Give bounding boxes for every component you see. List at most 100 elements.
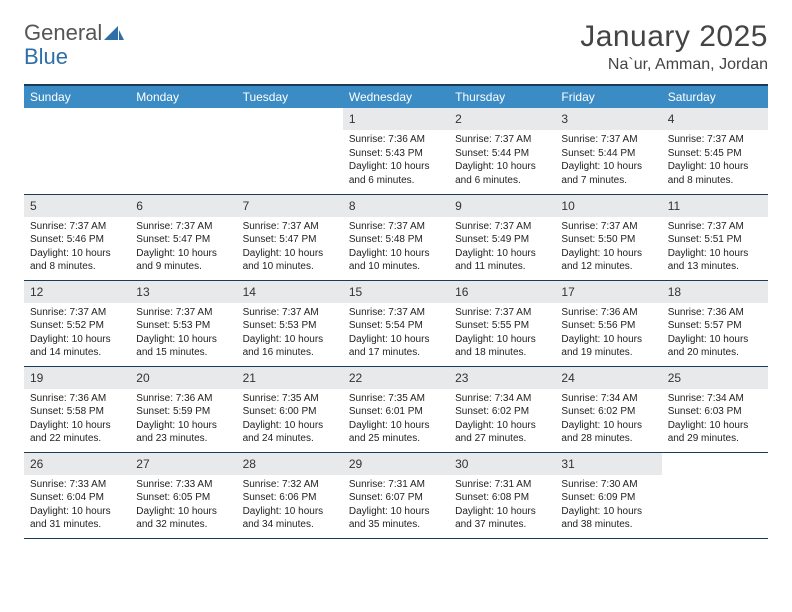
day-number: 23 [449, 367, 555, 389]
sunrise-line: Sunrise: 7:36 AM [136, 393, 212, 404]
daylight-line: Daylight: 10 hours and 18 minutes. [455, 334, 536, 359]
daylight-line: Daylight: 10 hours and 35 minutes. [349, 506, 430, 531]
daylight-line: Daylight: 10 hours and 10 minutes. [243, 248, 324, 273]
day-number: 3 [555, 108, 661, 130]
day-number: 28 [237, 453, 343, 475]
logo-sail-icon [104, 24, 124, 42]
calendar-cell: 27Sunrise: 7:33 AMSunset: 6:05 PMDayligh… [130, 452, 236, 538]
sunset-line: Sunset: 5:43 PM [349, 148, 423, 159]
logo-text-b: Blue [24, 44, 68, 70]
day-number: 7 [237, 195, 343, 217]
sunset-line: Sunset: 5:59 PM [136, 406, 210, 417]
daylight-line: Daylight: 10 hours and 31 minutes. [30, 506, 111, 531]
sunrise-line: Sunrise: 7:32 AM [243, 479, 319, 490]
calendar-cell: 10Sunrise: 7:37 AMSunset: 5:50 PMDayligh… [555, 194, 661, 280]
weekday-header: Saturday [662, 85, 768, 108]
sunset-line: Sunset: 6:06 PM [243, 492, 317, 503]
calendar-cell: 15Sunrise: 7:37 AMSunset: 5:54 PMDayligh… [343, 280, 449, 366]
calendar-cell: 31Sunrise: 7:30 AMSunset: 6:09 PMDayligh… [555, 452, 661, 538]
day-number: 29 [343, 453, 449, 475]
daylight-line: Daylight: 10 hours and 37 minutes. [455, 506, 536, 531]
daylight-line: Daylight: 10 hours and 11 minutes. [455, 248, 536, 273]
calendar-cell: 25Sunrise: 7:34 AMSunset: 6:03 PMDayligh… [662, 366, 768, 452]
calendar-cell [237, 108, 343, 194]
logo-text-a: General [24, 20, 102, 46]
day-body: Sunrise: 7:37 AMSunset: 5:47 PMDaylight:… [237, 217, 343, 277]
sunset-line: Sunset: 6:02 PM [561, 406, 635, 417]
day-number: 16 [449, 281, 555, 303]
daylight-line: Daylight: 10 hours and 15 minutes. [136, 334, 217, 359]
calendar-cell: 14Sunrise: 7:37 AMSunset: 5:53 PMDayligh… [237, 280, 343, 366]
day-body: Sunrise: 7:32 AM Sunset: 6:06 PM Daylight:… [237, 475, 343, 535]
day-body: Sunrise: 7:30 AMSunset: 6:09 PMDaylight:… [555, 475, 661, 535]
weekday-header: Friday [555, 85, 661, 108]
weekday-header: Tuesday [237, 85, 343, 108]
day-number: 1 [343, 108, 449, 130]
header: General January 2025 Na`ur, Amman, Jorda… [24, 20, 768, 74]
sunrise-line: Sunrise: 7:37 AM [455, 307, 531, 318]
daylight-line: Daylight: 10 hours and 12 minutes. [561, 248, 642, 273]
daylight-line: Daylight: 10 hours and 9 minutes. [136, 248, 217, 273]
day-body: Sunrise: 7:37 AMSunset: 5:49 PMDaylight:… [449, 217, 555, 277]
daylight-line: Daylight: 10 hours and 34 minutes. [243, 506, 324, 531]
day-number: 26 [24, 453, 130, 475]
calendar-cell: 24Sunrise: 7:34 AMSunset: 6:02 PMDayligh… [555, 366, 661, 452]
day-body: Sunrise: 7:36 AMSunset: 5:43 PMDaylight:… [343, 130, 449, 190]
day-number: 14 [237, 281, 343, 303]
calendar-cell: 13Sunrise: 7:37 AMSunset: 5:53 PMDayligh… [130, 280, 236, 366]
calendar-cell: 20Sunrise: 7:36 AMSunset: 5:59 PMDayligh… [130, 366, 236, 452]
day-number: 15 [343, 281, 449, 303]
empty-day [24, 108, 130, 130]
sunrise-line: Sunrise: 7:37 AM [455, 134, 531, 145]
day-number: 13 [130, 281, 236, 303]
calendar-cell: 22Sunrise: 7:35 AMSunset: 6:01 PMDayligh… [343, 366, 449, 452]
daylight-line: Daylight: 10 hours and 14 minutes. [30, 334, 111, 359]
day-body: Sunrise: 7:34 AMSunset: 6:02 PMDaylight:… [449, 389, 555, 449]
sunrise-line: Sunrise: 7:37 AM [561, 221, 637, 232]
sunset-line: Sunset: 6:05 PM [136, 492, 210, 503]
weekday-header: Sunday [24, 85, 130, 108]
sunset-line: Sunset: 5:58 PM [30, 406, 104, 417]
sunrise-line: Sunrise: 7:37 AM [561, 134, 637, 145]
day-body: Sunrise: 7:36 AMSunset: 5:59 PMDaylight:… [130, 389, 236, 449]
calendar-cell: 7Sunrise: 7:37 AMSunset: 5:47 PMDaylight… [237, 194, 343, 280]
sunrise-line: Sunrise: 7:31 AM [349, 479, 425, 490]
daylight-line: Daylight: 10 hours and 8 minutes. [30, 248, 111, 273]
daylight-line: Daylight: 10 hours and 8 minutes. [668, 161, 749, 186]
sunset-line: Sunset: 5:49 PM [455, 234, 529, 245]
calendar-cell: 30Sunrise: 7:31 AMSunset: 6:08 PMDayligh… [449, 452, 555, 538]
sunrise-line: Sunrise: 7:36 AM [561, 307, 637, 318]
sunrise-line: Sunrise: 7:37 AM [349, 307, 425, 318]
day-body: Sunrise: 7:33 AMSunset: 6:04 PMDaylight:… [24, 475, 130, 535]
daylight-line: Daylight: 10 hours and 13 minutes. [668, 248, 749, 273]
calendar-cell: 2Sunrise: 7:37 AMSunset: 5:44 PMDaylight… [449, 108, 555, 194]
day-number: 17 [555, 281, 661, 303]
sunset-line: Sunset: 6:02 PM [455, 406, 529, 417]
sunset-line: Sunset: 5:53 PM [136, 320, 210, 331]
sunset-line: Sunset: 6:07 PM [349, 492, 423, 503]
calendar-cell [662, 452, 768, 538]
day-number: 11 [662, 195, 768, 217]
day-body: Sunrise: 7:35 AMSunset: 6:00 PMDaylight:… [237, 389, 343, 449]
daylight-line: Daylight: 10 hours and 24 minutes. [243, 420, 324, 445]
day-body: Sunrise: 7:37 AMSunset: 5:55 PMDaylight:… [449, 303, 555, 363]
day-body: Sunrise: 7:37 AMSunset: 5:53 PMDaylight:… [130, 303, 236, 363]
sunset-line: Sunset: 5:56 PM [561, 320, 635, 331]
sunrise-line: Sunrise: 7:33 AM [136, 479, 212, 490]
day-body: Sunrise: 7:37 AMSunset: 5:52 PMDaylight:… [24, 303, 130, 363]
sunset-line: Sunset: 5:50 PM [561, 234, 635, 245]
calendar-cell: 18Sunrise: 7:36 AMSunset: 5:57 PMDayligh… [662, 280, 768, 366]
sunrise-line: Sunrise: 7:34 AM [668, 393, 744, 404]
sunrise-line: Sunrise: 7:37 AM [668, 221, 744, 232]
sunset-line: Sunset: 6:08 PM [455, 492, 529, 503]
sunrise-line: Sunrise: 7:36 AM [668, 307, 744, 318]
calendar-cell: 19Sunrise: 7:36 AMSunset: 5:58 PMDayligh… [24, 366, 130, 452]
calendar-cell: 4Sunrise: 7:37 AMSunset: 5:45 PMDaylight… [662, 108, 768, 194]
day-body: Sunrise: 7:37 AMSunset: 5:54 PMDaylight:… [343, 303, 449, 363]
day-body: Sunrise: 7:37 AMSunset: 5:47 PMDaylight:… [130, 217, 236, 277]
calendar-cell: 17Sunrise: 7:36 AMSunset: 5:56 PMDayligh… [555, 280, 661, 366]
day-number: 31 [555, 453, 661, 475]
sunrise-line: Sunrise: 7:35 AM [349, 393, 425, 404]
sunset-line: Sunset: 5:48 PM [349, 234, 423, 245]
calendar-cell [130, 108, 236, 194]
